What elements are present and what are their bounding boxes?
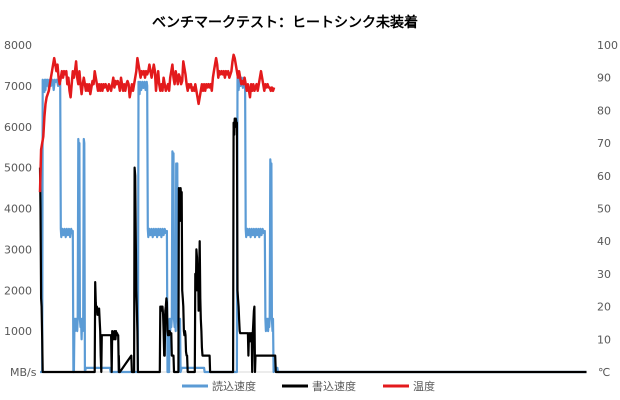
left-axis-ticks: 1000 2000 3000 4000 5000 6000 7000 8000 <box>4 39 32 338</box>
legend-label-1: 読込速度 <box>212 379 256 393</box>
left-tick-label: 1000 <box>4 325 32 338</box>
right-tick-label: 90 <box>597 72 611 85</box>
left-tick-label: 8000 <box>4 39 32 52</box>
right-tick-label: 10 <box>597 333 611 346</box>
right-tick-label: 60 <box>597 170 611 183</box>
right-tick-label: 70 <box>597 137 611 150</box>
right-tick-label: 20 <box>597 301 611 314</box>
chart-title: ベンチマークテスト：ヒートシンク未装着 <box>152 14 418 31</box>
left-tick-label: 2000 <box>4 284 32 297</box>
left-tick-label: 4000 <box>4 203 32 216</box>
right-tick-label: 30 <box>597 268 611 281</box>
right-axis-unit: ℃ <box>598 366 610 379</box>
right-tick-label: 100 <box>597 39 618 52</box>
right-axis-ticks: 10 20 30 40 50 60 70 80 90 100 <box>597 39 618 346</box>
series-line-1 <box>40 76 587 374</box>
series-line-2 <box>38 117 587 374</box>
legend: 読込速度 書込速度 温度 <box>182 379 435 393</box>
right-tick-label: 40 <box>597 235 611 248</box>
left-tick-label: 7000 <box>4 80 32 93</box>
series-line-3 <box>38 53 276 193</box>
legend-label-3: 温度 <box>413 379 435 393</box>
left-axis-unit: MB/s <box>10 366 37 379</box>
left-tick-label: 5000 <box>4 162 32 175</box>
series-layer <box>38 53 587 374</box>
left-tick-label: 3000 <box>4 243 32 256</box>
right-tick-label: 50 <box>597 203 611 216</box>
right-tick-label: 80 <box>597 104 611 117</box>
left-tick-label: 6000 <box>4 121 32 134</box>
legend-label-2: 書込速度 <box>312 379 356 393</box>
